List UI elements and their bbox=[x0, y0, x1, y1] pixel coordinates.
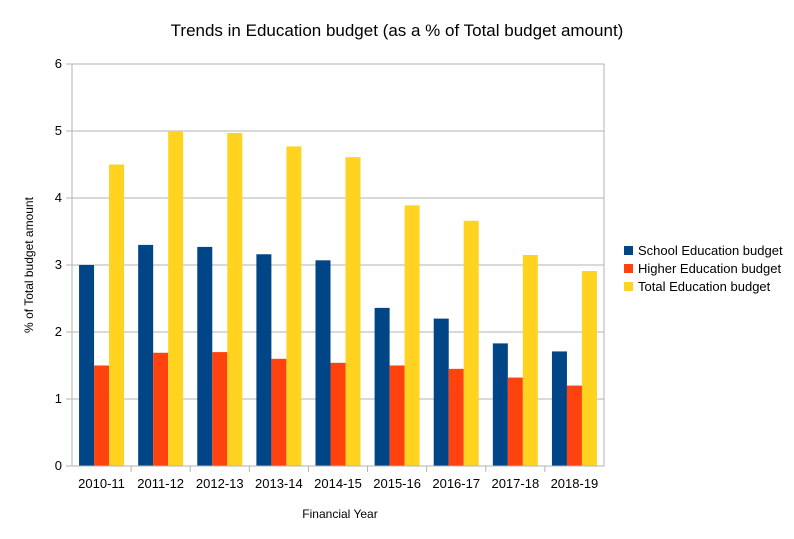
legend-swatch bbox=[624, 264, 633, 273]
axes bbox=[71, 63, 605, 467]
legend-label: Total Education budget bbox=[638, 279, 771, 294]
bar-total-education-budget-2013-14 bbox=[286, 146, 302, 466]
bar-total-education-budget-2014-15 bbox=[345, 157, 361, 466]
bar-school-education-budget-2012-13 bbox=[197, 246, 213, 466]
bar-higher-education-budget-2012-13 bbox=[212, 352, 228, 466]
legend-label: Higher Education budget bbox=[638, 261, 781, 276]
y-tick-label: 3 bbox=[55, 257, 62, 272]
y-tick-labels: 0 1 2 3 4 5 6 bbox=[55, 56, 62, 473]
y-tick-label: 1 bbox=[55, 391, 62, 406]
bar-school-education-budget-2010-11 bbox=[79, 265, 95, 466]
bar-school-education-budget-2017-18 bbox=[492, 343, 508, 466]
y-tick-label: 2 bbox=[55, 324, 62, 339]
bar-higher-education-budget-2015-16 bbox=[389, 365, 405, 466]
bar-school-education-budget-2011-12 bbox=[138, 244, 154, 466]
x-tick-label: 2012-13 bbox=[196, 476, 244, 491]
x-tick-labels: 2010-11 2011-12 2012-13 2013-14 2014-15 2015-… bbox=[78, 476, 598, 491]
bar-school-education-budget-2016-17 bbox=[433, 318, 449, 466]
y-tick-label: 5 bbox=[55, 123, 62, 138]
bar-total-education-budget-2011-12 bbox=[168, 131, 184, 466]
y-tick-label: 0 bbox=[55, 458, 62, 473]
bar-higher-education-budget-2014-15 bbox=[330, 362, 346, 466]
plot-frame bbox=[71, 63, 605, 467]
x-tick-label: 2011-12 bbox=[137, 476, 184, 491]
bars bbox=[79, 131, 597, 466]
chart-title: Trends in Education budget (as a % of To… bbox=[171, 21, 624, 40]
x-tick-label: 2018-19 bbox=[551, 476, 599, 491]
bar-school-education-budget-2015-16 bbox=[374, 307, 390, 466]
bar-higher-education-budget-2010-11 bbox=[94, 365, 110, 466]
x-tick-label: 2010-11 bbox=[78, 476, 125, 491]
bar-higher-education-budget-2016-17 bbox=[448, 368, 464, 466]
x-tick-label: 2017-18 bbox=[491, 476, 539, 491]
bar-higher-education-budget-2017-18 bbox=[507, 377, 523, 466]
y-tick-label: 6 bbox=[55, 56, 62, 71]
bar-school-education-budget-2013-14 bbox=[256, 254, 272, 466]
x-tick-label: 2016-17 bbox=[432, 476, 480, 491]
bar-total-education-budget-2016-17 bbox=[463, 220, 479, 466]
bar-higher-education-budget-2013-14 bbox=[271, 358, 287, 466]
bar-total-education-budget-2017-18 bbox=[522, 254, 538, 466]
x-axis-label: Financial Year bbox=[302, 507, 377, 521]
x-tick-label: 2015-16 bbox=[373, 476, 421, 491]
bar-school-education-budget-2018-19 bbox=[551, 351, 567, 466]
y-axis-label: % of Total budget amount bbox=[22, 196, 36, 333]
x-tick-label: 2014-15 bbox=[314, 476, 362, 491]
bar-higher-education-budget-2018-19 bbox=[566, 385, 582, 466]
bar-higher-education-budget-2011-12 bbox=[153, 352, 169, 466]
bar-school-education-budget-2014-15 bbox=[315, 260, 331, 466]
legend-label: School Education budget bbox=[638, 243, 783, 258]
bar-total-education-budget-2012-13 bbox=[227, 133, 243, 466]
y-tick-label: 4 bbox=[55, 190, 62, 205]
legend-swatch bbox=[624, 246, 633, 255]
x-tick-label: 2013-14 bbox=[255, 476, 303, 491]
bar-total-education-budget-2010-11 bbox=[109, 164, 125, 466]
legend: School Education budget Higher Education … bbox=[624, 243, 783, 294]
bar-total-education-budget-2018-19 bbox=[581, 271, 597, 466]
bar-total-education-budget-2015-16 bbox=[404, 205, 420, 466]
legend-swatch bbox=[624, 282, 633, 291]
